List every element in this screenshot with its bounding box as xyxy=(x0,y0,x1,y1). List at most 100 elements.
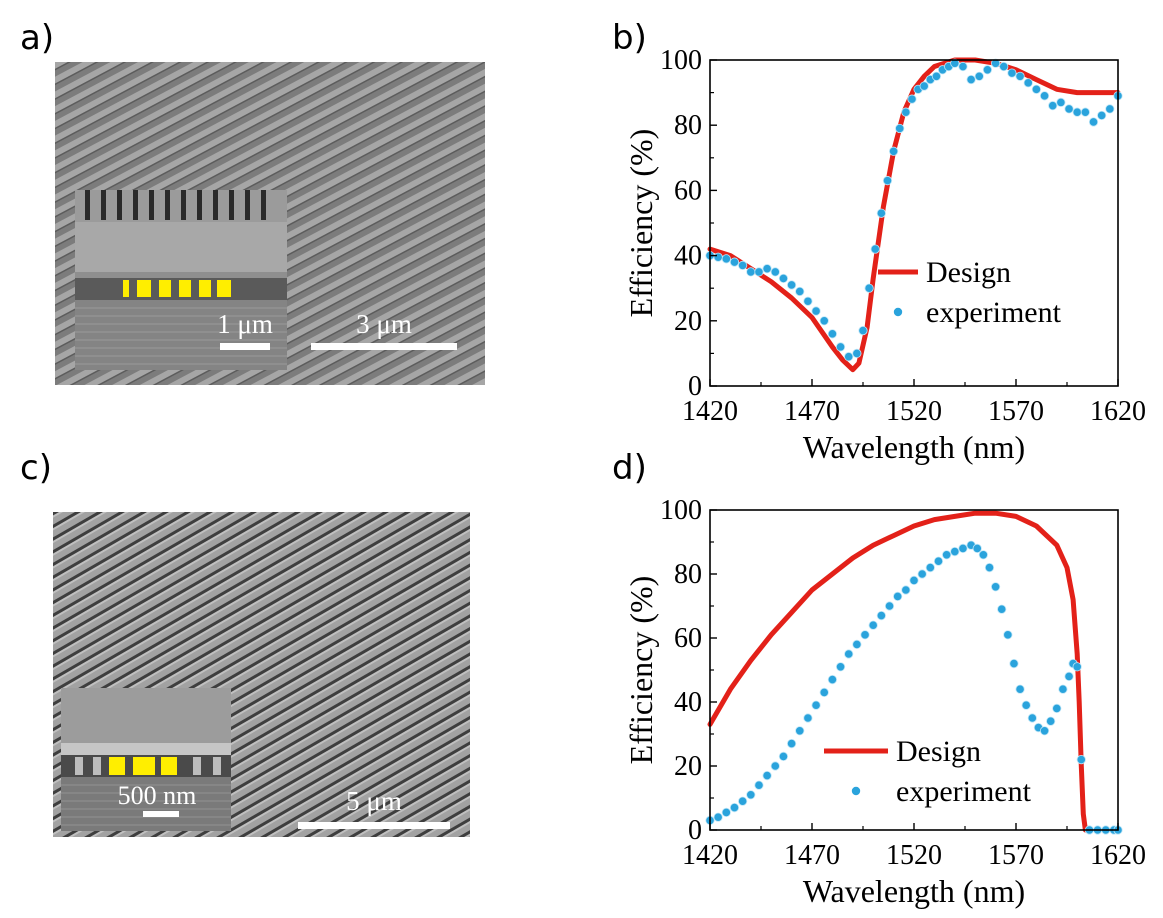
series-design-line xyxy=(707,510,1088,833)
series-experiment-point xyxy=(835,342,846,352)
series-experiment-point xyxy=(713,252,723,262)
series-experiment-point xyxy=(844,649,854,659)
series-experiment-point xyxy=(1097,110,1107,121)
series-experiment-point xyxy=(770,761,780,771)
panel-label-b: b) xyxy=(612,18,647,58)
series-experiment-point xyxy=(1046,716,1056,726)
scale-label-a: 3 μm xyxy=(356,309,412,339)
series-experiment-point xyxy=(819,316,829,326)
legend-experiment-label: experiment xyxy=(896,775,1032,808)
series-experiment-point xyxy=(876,208,886,218)
series-experiment-point xyxy=(811,700,821,710)
series-experiment-point xyxy=(876,611,886,621)
series-experiment-point xyxy=(895,123,905,134)
plot-frame xyxy=(709,59,1119,387)
series-experiment-point xyxy=(1039,726,1050,736)
scale-bar-a xyxy=(311,343,457,350)
y-tick-label: 20 xyxy=(674,751,702,782)
series-experiment-point xyxy=(1088,117,1099,127)
series-experiment-point xyxy=(1064,104,1074,114)
series-experiment-point xyxy=(864,283,874,293)
series-experiment-point xyxy=(795,286,805,297)
series-experiment-point xyxy=(999,61,1009,72)
series-experiment-point xyxy=(762,264,772,274)
x-tick-label: 1470 xyxy=(784,840,840,871)
y-axis-label: Efficiency (%) xyxy=(623,129,659,318)
series-experiment-point xyxy=(966,74,976,85)
series-experiment-point xyxy=(884,601,895,611)
series-experiment-point xyxy=(762,770,772,781)
series-experiment-point xyxy=(1003,630,1013,640)
series-experiment-point xyxy=(835,662,846,672)
series-experiment-point xyxy=(721,254,731,264)
series-experiment-point xyxy=(1105,104,1115,114)
series-experiment-point xyxy=(852,348,862,358)
sem-image-a: 1 μm 3 μm xyxy=(55,62,485,385)
series-experiment-point xyxy=(1009,659,1019,669)
x-tick-label: 1420 xyxy=(682,396,738,427)
y-tick-label: 20 xyxy=(674,306,702,337)
series-experiment-point xyxy=(852,639,862,649)
series-experiment-point xyxy=(827,675,837,685)
series-experiment-point xyxy=(990,582,1001,592)
series-experiment-point xyxy=(1015,684,1025,694)
y-tick-label: 0 xyxy=(688,371,702,402)
series-experiment-point xyxy=(958,61,968,72)
inset-highlight-a xyxy=(123,280,231,297)
series-experiment-point xyxy=(713,812,723,822)
series-experiment-point xyxy=(1031,84,1041,94)
series-experiment-point xyxy=(931,71,942,81)
series-experiment-point xyxy=(901,585,911,595)
series-experiment-point xyxy=(1072,107,1082,117)
series-experiment-point xyxy=(778,273,789,284)
series-experiment-point xyxy=(803,296,813,306)
series-experiment-point xyxy=(1015,71,1025,81)
legend: Design experiment xyxy=(878,256,1062,329)
series-experiment-point xyxy=(1058,684,1068,694)
y-tick-label: 40 xyxy=(674,241,702,272)
series-experiment-point xyxy=(1023,78,1033,88)
series-experiment-point xyxy=(795,726,805,736)
legend-experiment-swatch xyxy=(893,307,903,317)
series-experiment-point xyxy=(868,620,878,630)
legend-design-label: Design xyxy=(926,256,1011,289)
series-experiment-point xyxy=(1048,101,1058,111)
series-experiment-point xyxy=(982,65,993,75)
series-experiment-point xyxy=(1064,671,1074,681)
y-tick-label: 0 xyxy=(688,815,702,846)
y-tick-label: 60 xyxy=(674,623,702,654)
y-tick-label: 80 xyxy=(674,110,702,141)
series-experiment-point xyxy=(1056,97,1066,107)
sem-inset-a: 1 μm xyxy=(75,190,287,370)
inset-scale-label-a: 1 μm xyxy=(217,309,273,339)
series-experiment-point xyxy=(803,713,813,723)
scale-label-c: 5 μm xyxy=(346,786,402,816)
y-tick-label: 80 xyxy=(674,559,702,590)
series-experiment-point xyxy=(984,563,995,573)
series-experiment-point xyxy=(787,739,797,749)
series-experiment-point xyxy=(990,58,1001,68)
series-experiment-point xyxy=(909,575,919,586)
x-tick-label: 1520 xyxy=(886,396,942,427)
series-experiment-point xyxy=(721,807,731,817)
inset-scale-bar-c xyxy=(143,811,179,817)
series-experiment-point xyxy=(858,325,868,336)
x-tick-label: 1620 xyxy=(1090,840,1146,871)
series-experiment-point xyxy=(1039,91,1050,101)
series-experiment-point xyxy=(778,751,789,761)
series-experiment-point xyxy=(919,81,929,91)
x-axis-label: Wavelength (nm) xyxy=(803,429,1025,465)
series-experiment-point xyxy=(1080,107,1090,117)
series-experiment-point xyxy=(907,94,917,104)
series-experiment-point xyxy=(844,352,854,362)
series-experiment-point xyxy=(974,71,984,81)
series-experiment-point xyxy=(882,176,893,186)
series-experiment-point xyxy=(860,630,870,640)
panel-label-d: d) xyxy=(612,448,647,488)
series-experiment-point xyxy=(942,550,952,560)
series-experiment-point xyxy=(746,267,756,277)
series-experiment-point xyxy=(1072,662,1082,672)
series-experiment-point xyxy=(729,802,740,813)
series-experiment-point xyxy=(827,329,837,339)
series-experiment-point xyxy=(819,687,829,697)
